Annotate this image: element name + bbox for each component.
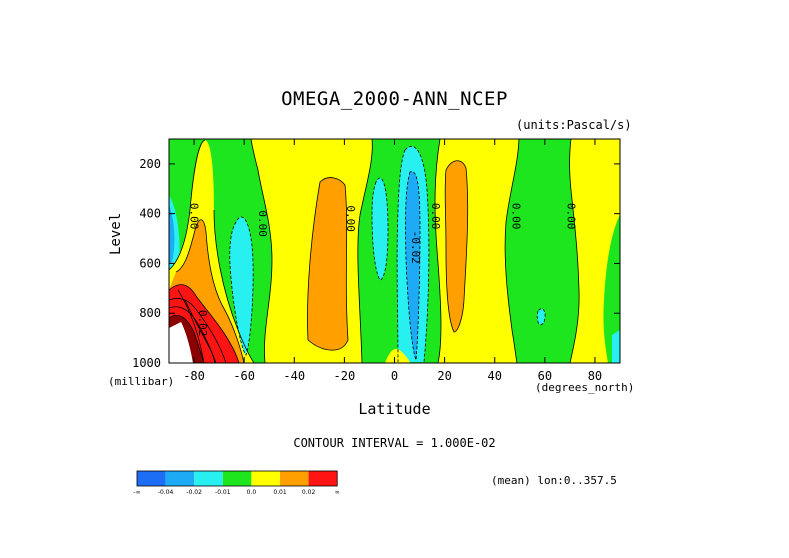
contour-line-14 [371, 177, 389, 281]
contour-line-20 [184, 299, 216, 363]
contour-line-22 [536, 308, 546, 326]
x-tick-label: -60 [233, 369, 255, 383]
contour-label: 0.00 [509, 203, 522, 230]
x-tick-label: -40 [283, 369, 305, 383]
y-tick-label: 800 [139, 306, 161, 320]
contour-fields [169, 139, 620, 363]
contour-lines [169, 139, 580, 363]
contour-line-21 [177, 289, 205, 363]
field-blue-sw [169, 205, 175, 265]
contour-line-2 [357, 139, 373, 363]
contour-label: 0.00 [256, 210, 269, 237]
contour-line-11 [404, 146, 430, 363]
colorbar-swatch [222, 471, 252, 486]
colorbar-label: 0.0 [247, 489, 257, 496]
region-label: (mean) lon:0..357.5 [491, 474, 617, 487]
contour-label: -0.02 [409, 231, 422, 264]
contour-label: 0.00 [429, 203, 442, 230]
y-tick-label: 400 [139, 207, 161, 221]
field-blue-np [612, 330, 620, 363]
colorbar-label: -0.01 [215, 489, 231, 496]
y-tick-label: 1000 [132, 356, 161, 370]
colorbar-label: -0.04 [158, 489, 174, 496]
x-ticks: -80 -60 -40 -20 0 20 40 60 80 [183, 139, 602, 383]
units-label: (units:Pascal/s) [516, 118, 632, 132]
y-axis-units: (millibar) [108, 375, 175, 388]
field-blue-eq [405, 171, 420, 360]
contour-line-6 [169, 139, 206, 271]
contour-labels: 0.00 0.00 0.00 0.00 0.00 0.00 -0.02 0.02 [187, 203, 577, 337]
contour-line-4 [504, 139, 520, 363]
colorbar-swatch [251, 471, 280, 486]
y-tick-label: 600 [139, 256, 161, 270]
colorbar-swatch [308, 471, 338, 486]
chart-title: OMEGA_2000-ANN_NCEP [281, 88, 508, 110]
contour-line-17 [169, 298, 227, 363]
colorbar-swatch [137, 471, 166, 486]
field-white-sp [169, 322, 193, 363]
colorbar-swatch [194, 471, 223, 486]
contour-label: 0.00 [564, 203, 577, 230]
x-axis-units: (degrees_north) [535, 381, 635, 394]
x-tick-label: 80 [588, 369, 602, 383]
colorbar-label: 0.02 [302, 489, 316, 496]
x-tick-label: 0 [391, 369, 398, 383]
contour-line-16 [169, 284, 240, 363]
field-yellow-eq-bottom [385, 348, 410, 363]
contour-line-15 [175, 219, 245, 363]
contour-interval: CONTOUR INTERVAL = 1.000E-02 [293, 436, 496, 450]
contour-line-10 [396, 149, 406, 363]
field-orange-20n [445, 160, 468, 332]
contour-line-13 [229, 216, 254, 356]
x-tick-label: 20 [437, 369, 451, 383]
colorbar-label: 0.01 [273, 489, 287, 496]
contour-line-8 [307, 177, 349, 351]
colorbar-swatch [280, 471, 309, 486]
field-yellow-np [569, 139, 620, 363]
contour-line-3 [434, 139, 442, 363]
contour-label: 0.00 [187, 203, 200, 230]
x-axis-label: Latitude [358, 400, 431, 418]
colorbar-swatch [165, 471, 195, 486]
contour-line-9 [444, 160, 469, 333]
contour-line-5 [569, 139, 580, 363]
x-tick-label: -20 [334, 369, 356, 383]
contour-label: 0.02 [196, 310, 209, 337]
colorbar-frame [136, 470, 338, 487]
y-tick-label: 200 [139, 157, 161, 171]
field-cyan-eq-s [372, 178, 388, 280]
y-ticks: 200 400 600 800 1000 [132, 157, 620, 370]
colorbar: -∞ -0.04 -0.02 -0.01 0.0 0.01 0.02 ∞ [133, 470, 340, 496]
colorbar-label: -0.02 [186, 489, 202, 496]
colorbar-label: -∞ [133, 489, 140, 496]
contour-label: 0.00 [344, 205, 357, 232]
contour-line-1 [250, 139, 273, 363]
field-cyan-63s [229, 216, 254, 355]
x-tick-label: -80 [183, 369, 205, 383]
x-tick-label: 40 [487, 369, 501, 383]
field-orange-30s [307, 177, 348, 351]
field-cyan-62n [537, 308, 546, 325]
colorbar-label: ∞ [335, 489, 340, 496]
contour-line-7 [213, 209, 255, 363]
contour-line-19 [169, 315, 205, 363]
x-tick-label: 60 [538, 369, 552, 383]
